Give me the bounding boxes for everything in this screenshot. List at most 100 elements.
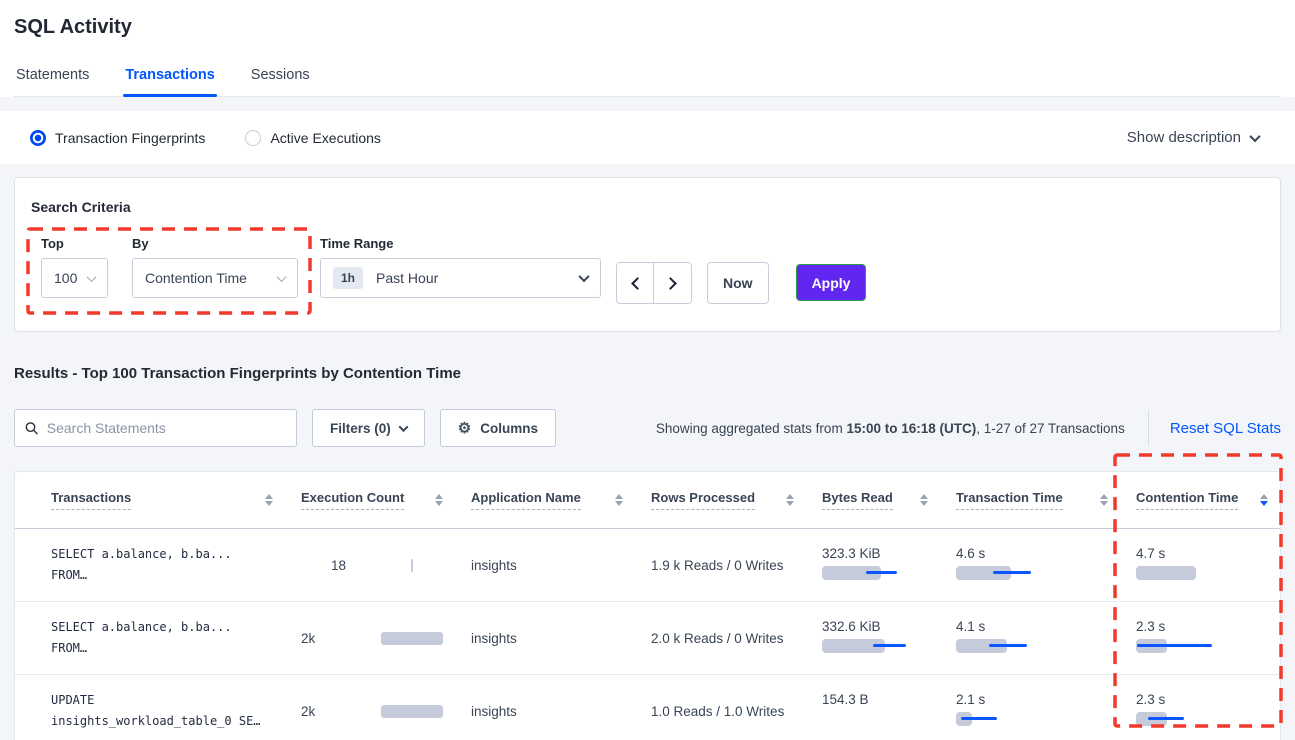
time-range-badge: 1h (333, 267, 364, 289)
contention-time-cell: 4.7 s (1122, 529, 1282, 601)
transaction-fingerprint-link[interactable]: SELECT a.balance, b.ba... FROM… (15, 602, 287, 674)
table-row[interactable]: SELECT a.balance, b.ba... FROM… 18 insights… (15, 529, 1280, 602)
time-range-select[interactable]: 1h Past Hour (320, 258, 601, 298)
vertical-divider (1147, 410, 1149, 446)
time-range-label: Time Range (320, 236, 394, 251)
sort-icon[interactable] (912, 494, 928, 506)
filters-button[interactable]: Filters (0) (312, 409, 425, 447)
bar-stddev-line (1137, 644, 1212, 647)
application-name-cell: insights (471, 703, 517, 719)
by-label: By (132, 236, 149, 251)
chevron-down-icon (1249, 130, 1261, 142)
show-description-toggle[interactable]: Show description (1127, 129, 1261, 146)
contention-time-cell-value: 4.7 s (1136, 546, 1166, 561)
radio-label: Transaction Fingerprints (55, 129, 206, 146)
toolbar-right: Showing aggregated stats from 15:00 to 1… (656, 410, 1281, 446)
contention-time-cell: 2.3 s (1122, 675, 1282, 740)
sort-asc-icon (1100, 494, 1108, 499)
column-header-execution-count[interactable]: Execution Count (287, 490, 457, 510)
radio-unselected-icon[interactable] (245, 129, 262, 146)
sql-line-1: UPDATE (51, 693, 95, 707)
filters-label: Filters (0) (330, 420, 391, 436)
sql-line-1: SELECT a.balance, b.ba... (51, 620, 232, 634)
time-range-value: Past Hour (376, 270, 439, 286)
transaction-time-cell-value: 4.1 s (956, 619, 986, 634)
transaction-fingerprint-link[interactable]: SELECT a.balance, b.ba... FROM… (15, 529, 287, 601)
tab-statements[interactable]: Statements (16, 67, 90, 83)
search-criteria-card: Search Criteria Top 100 By Contention Ti… (14, 177, 1281, 332)
chevron-down-icon (578, 270, 590, 283)
transaction-time-cell: 4.6 s (942, 529, 1122, 601)
bytes-read-cell: 332.6 KiB (808, 602, 942, 674)
reset-sql-stats-link[interactable]: Reset SQL Stats (1169, 419, 1281, 437)
rows-processed-cell: 1.9 k Reads / 0 Writes (651, 557, 784, 573)
bytes-read-cell-value: 332.6 KiB (822, 619, 881, 634)
column-label: Execution Count (301, 490, 405, 510)
column-header-transaction-time[interactable]: Transaction Time (942, 490, 1122, 510)
top-bar: SQL Activity Statements Transactions Sessi… (0, 0, 1295, 97)
bar-pill (822, 566, 881, 580)
rows-processed-cell: 2.0 k Reads / 0 Writes (651, 630, 784, 646)
sort-asc-icon (265, 494, 273, 499)
radio-selected-icon[interactable] (30, 129, 46, 146)
view-toggle-bar: Transaction Fingerprints Active Executio… (0, 111, 1295, 164)
chevron-left-icon (630, 276, 644, 290)
column-header-transactions[interactable]: Transactions (15, 490, 287, 510)
bytes-read-cell: 154.3 B (808, 675, 942, 740)
apply-button[interactable]: Apply (795, 264, 867, 301)
chevron-down-icon (276, 271, 287, 282)
execution-count-cell: 18 (287, 529, 457, 601)
contention-time-cell-bar (1136, 566, 1196, 580)
search-input[interactable] (46, 420, 286, 436)
application-name-cell: insights (471, 557, 517, 573)
sort-icon[interactable] (1252, 494, 1268, 506)
radio-label: Active Executions (270, 129, 381, 146)
sort-asc-icon (615, 494, 623, 499)
bar-pill (822, 639, 885, 653)
sort-desc-icon (435, 501, 443, 506)
tab-transactions[interactable]: Transactions (123, 63, 218, 97)
bar-pill (1136, 566, 1196, 580)
transaction-time-cell-bar (956, 639, 1027, 653)
contention-time-cell-bar (1136, 712, 1184, 726)
column-header-rows-processed[interactable]: Rows Processed (637, 490, 808, 510)
sort-icon[interactable] (778, 494, 794, 506)
radio-transaction-fingerprints[interactable]: Transaction Fingerprints (30, 129, 206, 146)
sort-icon[interactable] (257, 494, 273, 506)
chevron-down-icon (86, 271, 97, 282)
transaction-fingerprint-link[interactable]: UPDATE insights_workload_table_0 SE… (15, 675, 287, 740)
stats-time-range: 15:00 to 16:18 (UTC) (846, 420, 977, 436)
transaction-time-cell: 2.1 s (942, 675, 1122, 740)
sort-desc-icon (615, 501, 623, 506)
by-select-value: Contention Time (145, 270, 247, 286)
search-box[interactable] (14, 409, 297, 447)
sort-asc-icon (786, 494, 794, 499)
top-select[interactable]: 100 (41, 258, 108, 298)
sort-icon[interactable] (1092, 494, 1108, 506)
tab-sessions[interactable]: Sessions (250, 67, 310, 83)
columns-button[interactable]: ⚙ Columns (439, 409, 556, 447)
table-row[interactable]: UPDATE insights_workload_table_0 SE… 2k ins… (15, 675, 1280, 740)
next-interval-button[interactable] (654, 263, 691, 303)
by-select[interactable]: Contention Time (132, 258, 298, 298)
sql-line-2: FROM… (51, 568, 88, 582)
sort-desc-icon (265, 501, 273, 506)
transactions-table: Transactions Execution Count Application N… (14, 471, 1281, 740)
sort-icon[interactable] (607, 494, 623, 506)
radio-active-executions[interactable]: Active Executions (245, 129, 381, 146)
table-row[interactable]: SELECT a.balance, b.ba... FROM… 2k insights… (15, 602, 1280, 675)
column-header-contention-time[interactable]: Contention Time (1122, 490, 1282, 510)
previous-interval-button[interactable] (617, 263, 654, 303)
sort-icon[interactable] (427, 494, 443, 506)
field-by: By Contention Time (132, 236, 320, 298)
column-label: Transaction Time (956, 490, 1063, 510)
bytes-read-cell-value: 323.3 KiB (822, 546, 881, 561)
contention-time-cell-bar (1136, 639, 1212, 653)
sort-desc-icon (786, 501, 794, 506)
column-header-application-name[interactable]: Application Name (457, 490, 637, 510)
top-label: Top (41, 236, 64, 251)
column-header-bytes-read[interactable]: Bytes Read (808, 490, 942, 510)
now-button[interactable]: Now (707, 262, 769, 304)
gear-icon: ⚙ (457, 419, 472, 437)
application-name-cell: insights (471, 630, 517, 646)
